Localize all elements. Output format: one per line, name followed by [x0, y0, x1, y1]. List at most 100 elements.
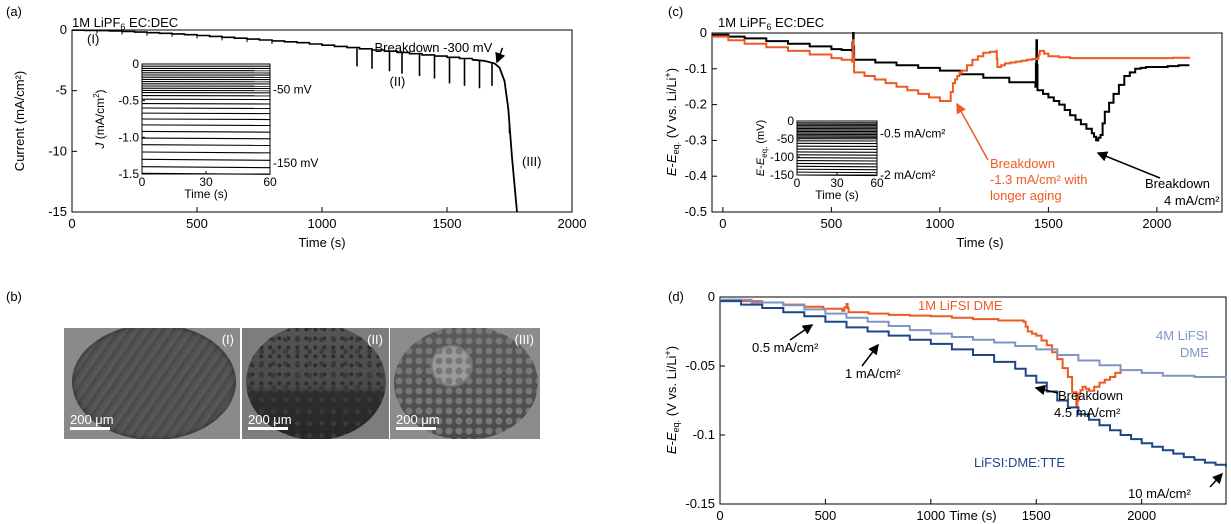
chart-d-label-10: 10 mA/cm²: [1128, 486, 1192, 501]
chart-a-xtick-label: 2000: [558, 216, 587, 231]
sem-image-1: (I) 200 μm: [64, 328, 240, 439]
sem-electrode-3: [394, 328, 538, 439]
chart-a-inset-ytick-label: -0.5: [118, 94, 139, 108]
chart-c-inset-ylabel: E-Eeq. (mV): [755, 120, 769, 176]
chart-a-inset-line: [141, 137, 271, 140]
chart-c-xtick-label: 2000: [1142, 216, 1171, 231]
sem-scale-1: 200 μm: [70, 412, 114, 427]
chart-a-annotation: (I): [87, 31, 99, 46]
chart-a-inset-xlabel: Time (s): [184, 187, 228, 201]
chart-c-inset-ytick-label: 0: [787, 114, 794, 128]
chart-d-series-0: [720, 298, 1122, 409]
chart-c-series-black: [712, 32, 1190, 142]
chart-d-label-1m: 1M LiFSI DME: [918, 298, 1003, 313]
sem-scale-2: 200 μm: [248, 412, 292, 427]
chart-a-annotation: (III): [522, 154, 542, 169]
panel-label-b: (b): [6, 289, 22, 304]
chart-d-label-4m-2: DME: [1180, 345, 1209, 360]
chart-a-inset-line: [141, 144, 271, 147]
chart-c-black-annotation-2: 4 mA/cm²: [1164, 193, 1220, 208]
chart-d-ytick-label: -0.1: [693, 427, 715, 442]
chart-a-inset-level-label: -50 mV: [273, 83, 312, 97]
chart-d-xtick-label: 2000: [1127, 508, 1156, 523]
sem-image-1-label: (I): [221, 332, 234, 347]
chart-d-ytick-label: 0: [708, 289, 715, 304]
chart-c-xtick-label: 500: [821, 216, 843, 231]
chart-d-label-4m-1: 4M LiFSI: [1156, 328, 1208, 343]
sem-strip: (I) 200 μm (II) 200 μm (III) 200 μm: [64, 328, 540, 439]
chart-a-inset-line: [141, 124, 271, 127]
chart-a-inset-ytick-label: -1.5: [118, 167, 139, 181]
chart-d-arrow-breakdown: [1034, 384, 1059, 396]
chart-c-black-arrow: [1096, 151, 1161, 179]
chart-c-inset-level-label: -0.5 mA/cm²: [880, 127, 945, 141]
chart-c-ytick-label: -0.5: [685, 204, 707, 219]
chart-a-title: 1M LiPF6 EC:DEC: [72, 15, 178, 32]
chart-a-ytick-label: 0: [60, 22, 67, 37]
chart-c-title: 1M LiPF6 EC:DEC: [718, 15, 824, 32]
chart-a-inset-xtick-label: 30: [199, 175, 213, 189]
chart-c-black-annotation-1: Breakdown: [1145, 176, 1210, 191]
sem-scale-3: 200 μm: [396, 412, 440, 427]
chart-a-inset-xtick-label: 0: [139, 175, 146, 189]
chart-c-xlabel: Time (s): [956, 235, 1003, 250]
chart-c-ytick-label: -0.4: [685, 168, 707, 183]
chart-a-inset-ytick-label: 0: [132, 57, 139, 71]
chart-a-inset-ytick-label: -1.0: [118, 130, 139, 144]
chart-a-series-breakdown: [471, 58, 518, 213]
chart-d-label-breakdown: Breakdown: [1058, 388, 1123, 403]
chart-c-inset-xtick-label: 60: [870, 176, 884, 190]
chart-c-xtick-label: 1000: [925, 216, 954, 231]
chart-a-inset-line: [141, 158, 271, 161]
chart-c-orange-annotation-2: -1.3 mA/cm² with: [990, 172, 1088, 187]
chart-a-xtick-label: 0: [68, 216, 75, 231]
sem-scale-bar-1: [70, 427, 110, 430]
chart-d-xtick-label: 1500: [1022, 508, 1051, 523]
chart-a-xlabel: Time (s): [298, 235, 345, 250]
chart-a-inset-level-label: -150 mV: [273, 156, 318, 170]
chart-d-label-1: 1 mA/cm²: [845, 366, 901, 381]
chart-a-ytick-label: -5: [55, 83, 67, 98]
chart-a-annotation: Breakdown -300 mV: [375, 40, 493, 55]
chart-c-ytick-label: 0: [700, 25, 707, 40]
chart-d-label-tte: LiFSI:DME:TTE: [974, 455, 1065, 470]
chart-c-ytick-label: -0.1: [685, 61, 707, 76]
chart-a-xtick-label: 1500: [433, 216, 462, 231]
chart-a-inset-line: [141, 118, 271, 121]
chart-c-xtick-label: 1500: [1034, 216, 1063, 231]
chart-c-inset-ytick-label: -50: [777, 132, 795, 146]
chart-d-xtick-label: 1000: [916, 508, 945, 523]
chart-c-inset-xlabel: Time (s): [815, 188, 859, 202]
chart-c-inset-line: [796, 174, 878, 177]
chart-a-annotation: (II): [390, 74, 406, 89]
chart-a-breakdown-arrow: [495, 47, 506, 64]
chart-c-inset-xtick-label: 0: [794, 176, 801, 190]
sem-image-2: (II) 200 μm: [241, 328, 389, 439]
sem-scale-bar-3: [396, 427, 436, 430]
chart-c-series-orange: [712, 35, 1191, 102]
chart-a-series-steps: [72, 29, 473, 60]
chart-d-xlabel: Time (s): [949, 508, 996, 523]
chart-a-ytick-label: -10: [48, 143, 67, 158]
panel-label-a: (a): [6, 4, 22, 19]
chart-a-inset-line: [141, 166, 271, 169]
chart-d-series-1: [720, 298, 1227, 379]
chart-d-arrow-1: [861, 343, 879, 367]
sem-image-3: (III) 200 μm: [389, 328, 540, 439]
sem-scale-bar-2: [248, 427, 288, 430]
chart-d-arrow-05: [789, 324, 814, 341]
sem-image-3-label: (III): [514, 332, 535, 347]
chart-a: 1M LiPF6 EC:DEC Time (s) Current (mA/cm²…: [12, 15, 586, 250]
chart-a-inset-xtick-label: 60: [263, 175, 277, 189]
chart-a-ytick-label: -15: [48, 204, 67, 219]
chart-d-arrow-10: [1209, 472, 1224, 488]
panel-label-c: (c): [668, 4, 683, 19]
chart-c-ylabel: E-Eeq. (V vs. Li/Li+): [663, 68, 681, 176]
chart-d: Time (s) E-Eeq. (V vs. Li/Li+) 0 500 1000 1…: [663, 289, 1227, 523]
chart-d-series-2: [720, 300, 1227, 467]
sem-electrode-2: [246, 328, 386, 439]
chart-c-orange-annotation-3: longer aging: [990, 188, 1062, 203]
chart-c-frame: [711, 32, 1223, 213]
chart-a-inset-ylabel: J (mA/cm2): [92, 89, 107, 149]
